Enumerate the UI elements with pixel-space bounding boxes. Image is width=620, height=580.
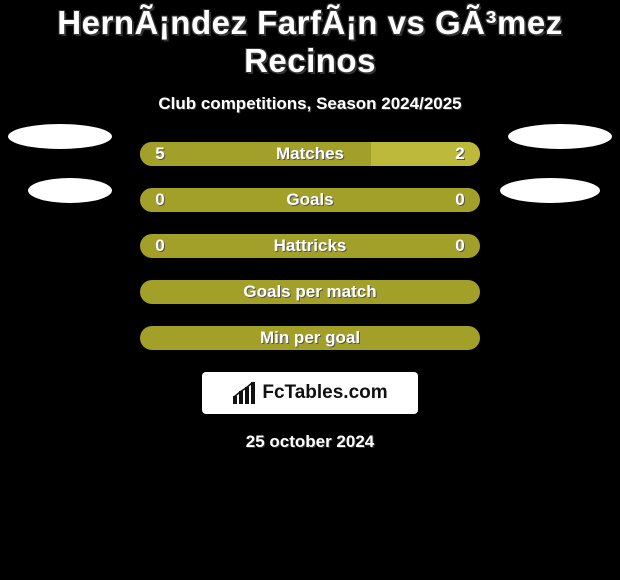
player-photo-placeholder [508, 124, 612, 149]
stat-row: Hattricks0 0 [0, 234, 620, 258]
stat-label: Goals [140, 188, 480, 212]
page-title: HernÃ¡ndez FarfÃ¡n vs GÃ³mez Recinos [0, 0, 620, 80]
stat-label: Hattricks [140, 234, 480, 258]
logo-text: FcTables.com [262, 382, 387, 404]
logo-box: FcTables.com [202, 372, 418, 414]
logo: FcTables.com [232, 382, 387, 404]
bars-icon [232, 382, 258, 404]
date-label: 25 october 2024 [0, 432, 620, 452]
stat-label: Matches [140, 142, 480, 166]
stat-row: Goals per match [0, 280, 620, 304]
stat-label: Min per goal [140, 326, 480, 350]
player-photo-placeholder [28, 178, 112, 203]
page-subtitle: Club competitions, Season 2024/2025 [0, 94, 620, 114]
stat-value-right: 0 [450, 234, 470, 258]
player-photo-placeholder [8, 124, 112, 149]
stat-value-right: 0 [450, 188, 470, 212]
comparison-infographic: HernÃ¡ndez FarfÃ¡n vs GÃ³mez Recinos Clu… [0, 0, 620, 580]
player-photo-placeholder [500, 178, 600, 203]
stats-area: Matches52Goals00Hattricks00Goals per mat… [0, 142, 620, 350]
stat-value-left: 0 [150, 234, 170, 258]
stat-label: Goals per match [140, 280, 480, 304]
stat-value-left: 5 [150, 142, 170, 166]
stat-value-right: 2 [450, 142, 470, 166]
stat-value-left: 0 [150, 188, 170, 212]
stat-row: Min per goal [0, 326, 620, 350]
